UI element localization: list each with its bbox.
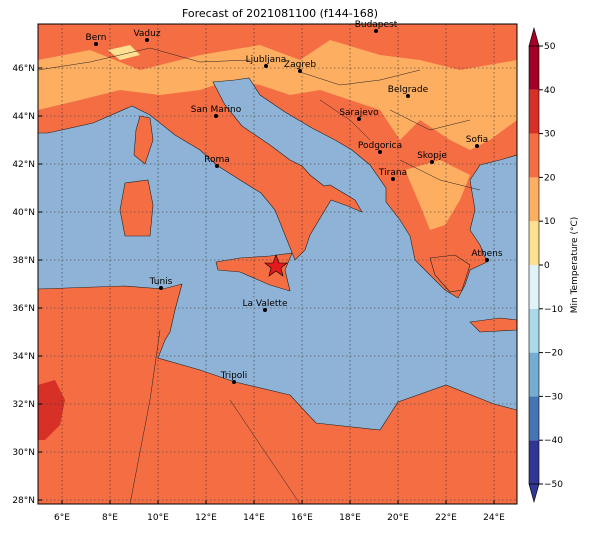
city-dot [232, 380, 236, 384]
y-tick-label: 44°N [12, 112, 35, 122]
peloponnese [429, 254, 471, 293]
city-label: San Marino [191, 105, 242, 115]
grid: 6°E 8°E 10°E 12°E 14°E 16°E 18°E 20°E 22°E 24°E 28… [12, 24, 517, 523]
city-label: Athens [471, 249, 502, 259]
y-tick-label: 30°N [12, 448, 35, 458]
land-patch [108, 45, 140, 60]
city-label: Vaduz [133, 29, 160, 39]
city-label: Belgrade [388, 85, 429, 95]
map-frame [37, 23, 518, 505]
colorbar-band [529, 177, 539, 222]
colorbar-band [529, 46, 539, 90]
colorbar-extend-bottom [528, 483, 540, 504]
city-label: Tunis [149, 277, 173, 287]
city-dot [430, 160, 434, 164]
colorbar-band [529, 396, 539, 441]
y-tick-label: 38°N [12, 256, 35, 266]
colorbar-band [529, 440, 539, 484]
colorbar-band [529, 265, 539, 309]
x-tick-label: 8°E [102, 513, 118, 523]
x-tick-label: 20°E [387, 513, 409, 523]
colorbar-tick-label: 50 [544, 42, 556, 52]
title: Forecast of 2021081100 (f144-168) [182, 7, 378, 20]
city-dot [374, 29, 378, 33]
y-tick-label: 34°N [12, 352, 35, 362]
colorbar-tick-label: 30 [544, 130, 556, 140]
y-tick-label: 28°N [12, 496, 35, 506]
colorbar-band [529, 133, 539, 178]
city-label: Sarajevo [339, 108, 379, 118]
city-label: Bern [86, 33, 107, 43]
colorbar-tick-label: 40 [544, 86, 556, 96]
city-label: Zagreb [284, 60, 316, 70]
city-dot [406, 94, 410, 98]
sea [38, 77, 517, 431]
city-dot [264, 64, 268, 68]
sardinia [119, 179, 154, 237]
city-dot [391, 177, 395, 181]
city-dot [94, 42, 98, 46]
city-label: Podgorica [358, 141, 402, 151]
y-tick-label: 36°N [12, 304, 35, 314]
city-label: Roma [204, 155, 230, 165]
colorbar-extend-top [528, 26, 540, 47]
city-dot [159, 286, 163, 290]
colorbar-tick-label: −50 [544, 480, 563, 490]
land-patch [405, 160, 470, 230]
city-dot [263, 308, 267, 312]
city-label: La Valette [243, 299, 288, 309]
colorbar-tick-label: −30 [544, 392, 563, 402]
city-label: Sofia [466, 135, 488, 145]
colorbar-tick-label: 20 [544, 173, 556, 183]
city-label: Tirana [378, 168, 407, 178]
city-dot [215, 164, 219, 168]
x-tick-label: 10°E [147, 513, 169, 523]
colorbar-tick-label: 10 [544, 217, 556, 227]
y-tick-label: 32°N [12, 400, 35, 410]
x-tick-label: 16°E [291, 513, 313, 523]
land-patch [38, 40, 517, 150]
city-label: Skopje [417, 151, 447, 161]
colorbar-tick-label: −20 [544, 349, 563, 359]
y-tick-label: 46°N [12, 64, 35, 74]
city-dot [485, 258, 489, 262]
city-dot [378, 150, 382, 154]
colorbar-band [529, 89, 539, 134]
corsica [133, 115, 154, 165]
city-dot [298, 69, 302, 73]
land-patch [38, 380, 65, 440]
city-dot [214, 114, 218, 118]
colorbar-tick-label: 0 [544, 261, 550, 271]
city-label: Ljubljana [246, 55, 287, 65]
city-dot [357, 117, 361, 121]
x-tick-label: 6°E [54, 513, 70, 523]
x-tick-label: 18°E [339, 513, 361, 523]
colorbar-band [529, 221, 539, 265]
x-tick-label: 12°E [195, 513, 217, 523]
x-tick-label: 22°E [435, 513, 457, 523]
colorbar-tick-label: −10 [544, 305, 563, 315]
y-tick-label: 40°N [12, 208, 35, 218]
colorbar: −50 −40 −30 −20 −10 0 10 20 30 40 50 [528, 26, 563, 504]
city-dot [475, 144, 479, 148]
colorbar-band [529, 352, 539, 397]
y-tick-label: 42°N [12, 160, 35, 170]
city-label: Budapest [355, 20, 398, 30]
x-tick-label: 14°E [243, 513, 265, 523]
location-marker [264, 254, 288, 277]
colorbar-label: Min Temperature (°C) [570, 217, 580, 314]
colorbar-band [529, 308, 539, 353]
colorbar-tick-label: −40 [544, 436, 563, 446]
map-area [38, 24, 517, 504]
crete [469, 317, 517, 333]
city-label: Tripoli [220, 371, 248, 381]
x-tick-label: 24°E [483, 513, 505, 523]
city-dot [145, 38, 149, 42]
